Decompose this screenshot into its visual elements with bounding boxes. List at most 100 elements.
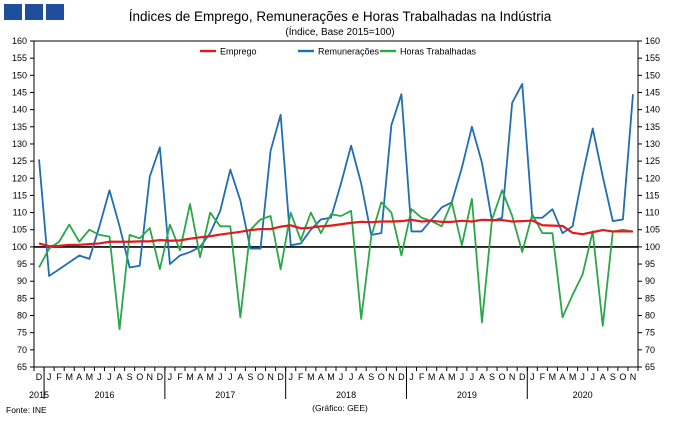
x-month-label: D [277,372,284,382]
x-year-label: 2017 [215,390,235,400]
y-tick-label-right: 135 [645,122,660,132]
x-month-label: O [499,372,506,382]
y-tick-label-left: 125 [12,156,27,166]
legend-label: Emprego [220,47,257,57]
y-tick-label-left: 145 [12,87,27,97]
chart-subtitle: (Índice, Base 2015=100) [285,25,394,38]
x-month-label: D [519,372,526,382]
series-line-emprego [38,218,633,248]
y-tick-label-right: 100 [645,242,660,252]
x-month-label: M [307,372,315,382]
chart-title: Índices de Emprego, Remunerações e Horas… [129,9,552,24]
y-tick-label-right: 65 [645,362,655,372]
x-month-label: A [197,372,203,382]
y-tick-label-right: 160 [645,36,660,46]
y-tick-label-left: 90 [17,276,27,286]
x-year-label: 2015 [29,390,49,400]
y-tick-label-left: 140 [12,105,27,115]
x-month-label: J [590,372,595,382]
x-month-label: J [47,372,52,382]
series-line-horas-trabalhadas [38,189,634,331]
x-month-label: N [388,372,395,382]
y-tick-label-left: 75 [17,328,27,338]
x-month-label: F [56,372,62,382]
x-month-label: M [549,372,557,382]
x-month-label: S [368,372,374,382]
y-tick-label-left: 110 [13,208,27,218]
x-month-label: S [247,372,253,382]
x-month-label: A [559,372,565,382]
x-month-label: J [470,372,475,382]
y-tick-label-right: 70 [645,345,655,355]
y-tick-label-right: 155 [645,53,660,63]
x-month-label: O [257,372,264,382]
x-month-label: A [117,372,123,382]
logo-square-1 [4,4,22,20]
y-tick-label-right: 105 [645,225,660,235]
x-month-label: F [540,372,546,382]
y-tick-label-left: 155 [12,53,27,63]
x-month-label: M [428,372,436,382]
y-tick-label-right: 125 [645,156,660,166]
x-month-label: S [127,372,133,382]
x-month-label: J [349,372,354,382]
y-tick-label-left: 130 [12,139,27,149]
x-month-label: J [339,372,344,382]
source-note: Fonte: INE [6,405,47,415]
x-month-label: J [218,372,223,382]
y-tick-label-left: 115 [13,190,27,200]
x-month-label: N [267,372,274,382]
y-tick-label-left: 150 [12,70,27,80]
y-tick-label-right: 130 [645,139,660,149]
x-month-label: D [36,372,43,382]
x-month-label: D [398,372,405,382]
logo-square-3 [46,4,64,20]
y-tick-label-left: 160 [12,36,27,46]
x-month-label: J [168,372,173,382]
x-month-label: F [177,372,183,382]
chart-credit: (Gráfico: GEE) [312,403,368,413]
x-month-label: A [479,372,485,382]
x-month-label: J [580,372,585,382]
logo-square-2 [25,4,43,20]
x-month-label: F [298,372,304,382]
y-tick-label-right: 140 [645,105,660,115]
x-month-label: S [489,372,495,382]
x-month-label: M [65,372,73,382]
x-month-label: J [288,372,293,382]
x-month-label: N [147,372,154,382]
x-year-label: 2016 [94,390,114,400]
x-month-label: F [419,372,425,382]
y-tick-label-left: 135 [12,122,27,132]
x-month-label: J [460,372,465,382]
x-month-label: M [327,372,335,382]
legend-label: Horas Trabalhadas [400,47,477,57]
y-tick-label-right: 95 [645,259,655,269]
x-month-label: O [136,372,143,382]
y-tick-label-right: 110 [645,208,659,218]
x-month-label: D [157,372,164,382]
x-month-label: M [448,372,456,382]
x-month-label: J [228,372,233,382]
x-month-label: O [378,372,385,382]
y-tick-label-right: 80 [645,311,655,321]
y-tick-label-right: 75 [645,328,655,338]
x-month-label: M [206,372,214,382]
y-tick-label-left: 95 [17,259,27,269]
y-tick-label-left: 100 [12,242,27,252]
y-tick-label-right: 120 [645,173,660,183]
y-tick-label-right: 85 [645,293,655,303]
x-month-label: A [600,372,606,382]
axes: 65 65 70 70 75 75 80 80 85 85 90 90 95 95 100 100 105 105… [12,36,660,372]
y-tick-label-right: 90 [645,276,655,286]
plot-frame [33,40,639,368]
x-month-label: M [186,372,194,382]
x-year-label: 2019 [457,390,477,400]
x-month-label: N [630,372,637,382]
x-month-label: S [610,372,616,382]
y-tick-label-left: 85 [17,293,27,303]
x-month-label: J [97,372,102,382]
x-month-label: O [619,372,626,382]
x-month-label: J [107,372,112,382]
